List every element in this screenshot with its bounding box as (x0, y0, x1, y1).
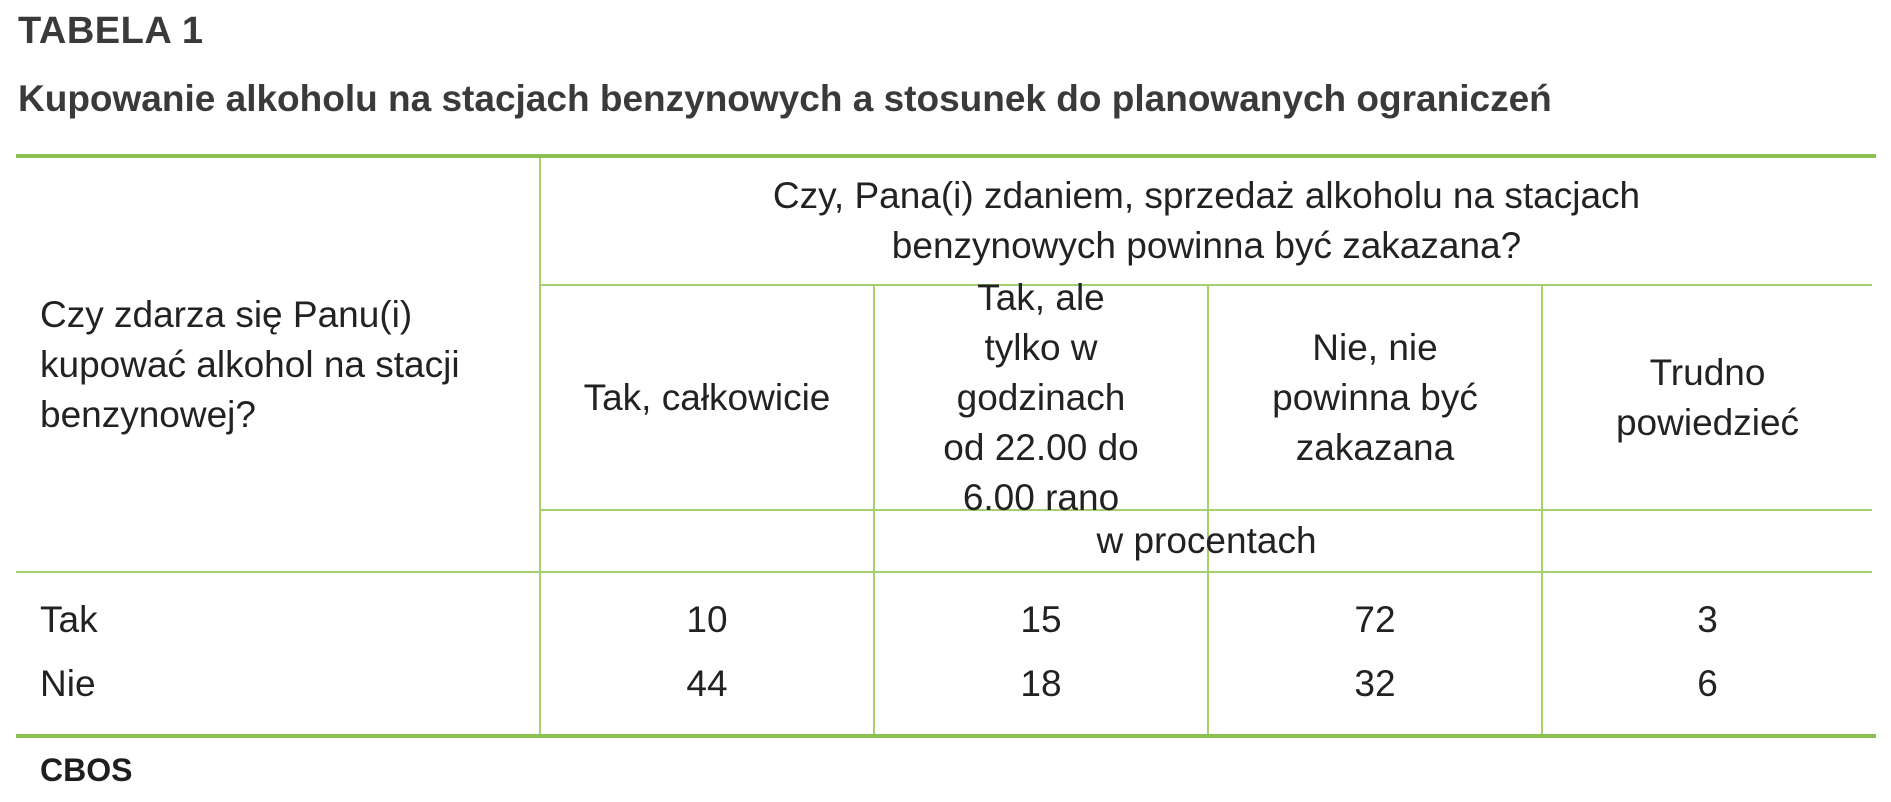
source-label: CBOS (40, 752, 133, 788)
divider-horizontal (541, 284, 1872, 286)
row-label: Tak (40, 599, 98, 640)
divider-horizontal (541, 509, 1872, 511)
column-header: Trudno powiedzieć (1615, 351, 1800, 443)
column-question-header: Czy, Pana(i) zdaniem, sprzedaż alkoholu … (772, 175, 1641, 266)
column-header: Nie, nie powinna być zakazana (1272, 326, 1478, 468)
divider-vertical (539, 158, 541, 734)
column-header: Tak, całkowicie (583, 376, 831, 418)
table-cell: 18 (1020, 663, 1062, 704)
table-title: Kupowanie alkoholu na stacjach benzynowy… (18, 78, 1552, 119)
table-cell: 32 (1354, 663, 1396, 704)
table-cell: 15 (1020, 599, 1062, 640)
table-cell: 3 (1697, 599, 1718, 640)
data-table: Czy zdarza się Panu(i) kupować alkohol n… (16, 154, 1876, 738)
column-header: Tak, ale tylko w godzinach od 22.00 do 6… (943, 276, 1139, 518)
table-cell: 10 (686, 599, 728, 640)
row-question-header: Czy zdarza się Panu(i) kupować alkohol n… (40, 293, 460, 435)
table-cell: 72 (1354, 599, 1396, 640)
unit-label: w procentach (1096, 520, 1317, 561)
table-cell: 44 (686, 663, 728, 704)
row-label: Nie (40, 663, 96, 704)
table-number: TABELA 1 (18, 10, 204, 52)
table-cell: 6 (1697, 663, 1718, 704)
divider-horizontal (16, 571, 1872, 573)
